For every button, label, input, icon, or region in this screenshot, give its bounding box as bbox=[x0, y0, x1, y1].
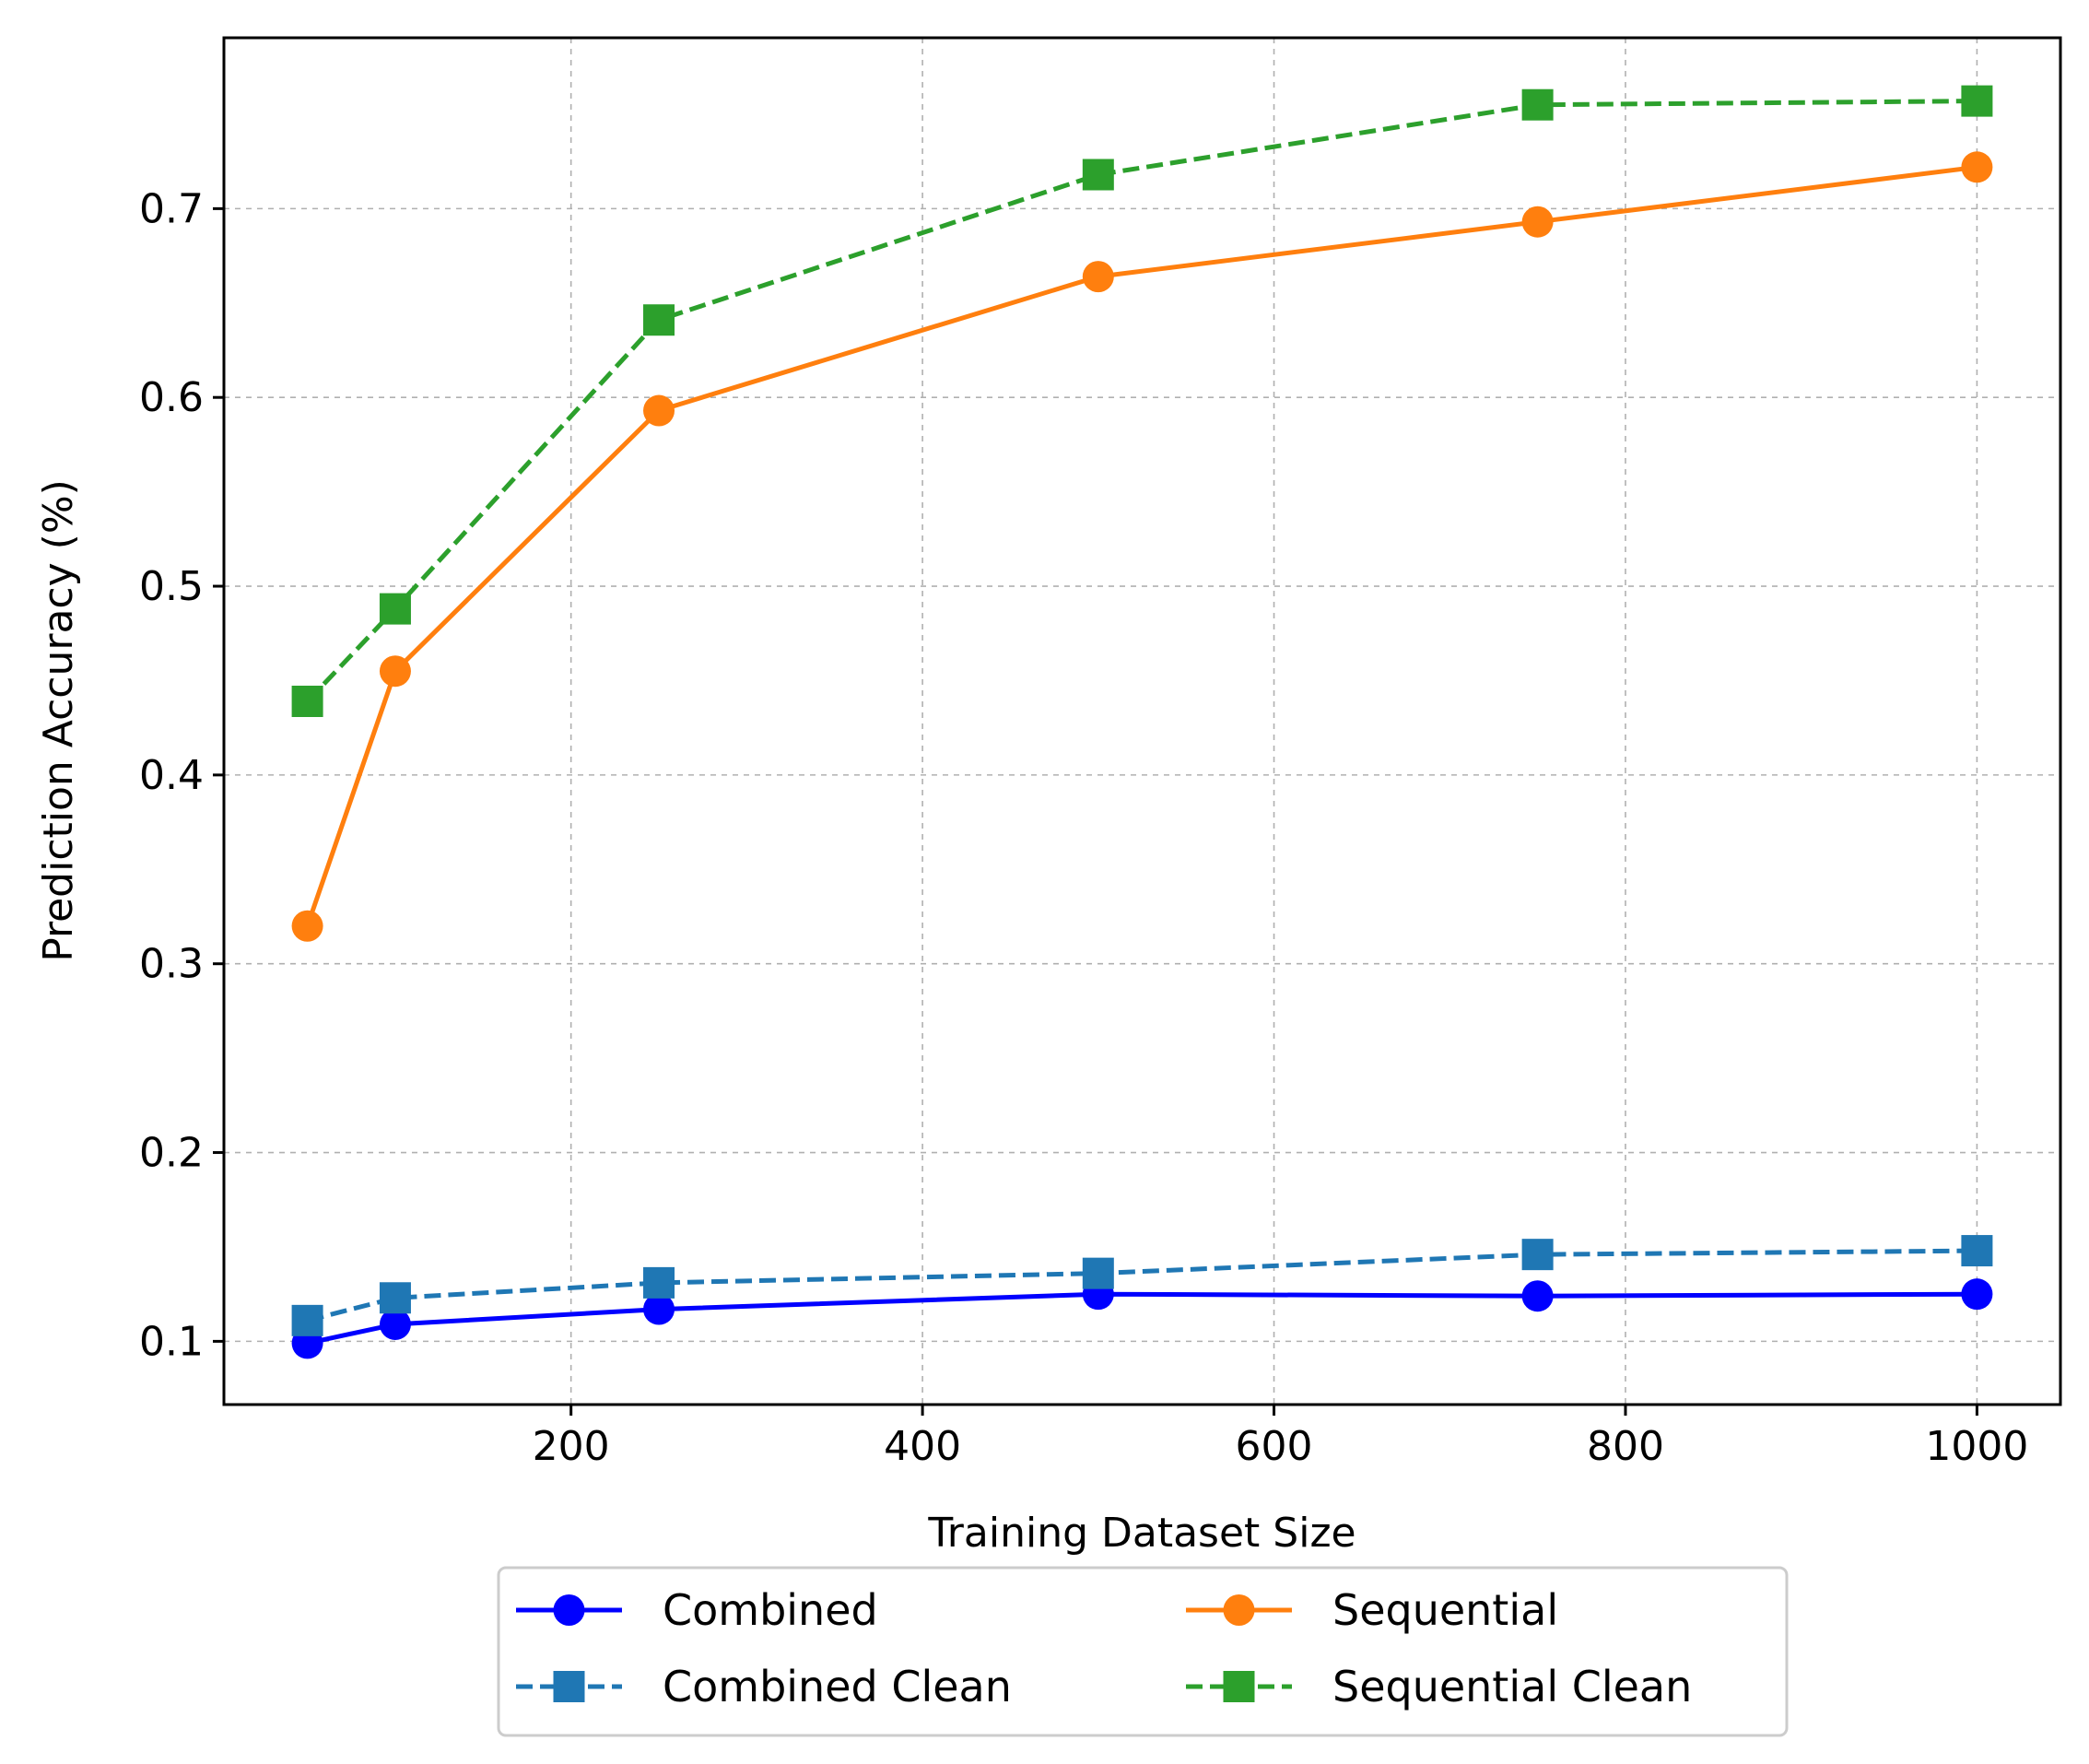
x-tick-label: 400 bbox=[884, 1423, 961, 1470]
data-point-sequential-clean bbox=[379, 593, 411, 625]
y-axis-label: Prediction Accuracy (%) bbox=[35, 479, 82, 962]
data-point-combined-clean bbox=[379, 1282, 411, 1314]
data-point-sequential bbox=[1521, 206, 1554, 238]
data-point-combined-clean bbox=[1082, 1257, 1114, 1289]
legend-label: Sequential bbox=[1332, 1585, 1558, 1635]
data-point-sequential bbox=[379, 655, 411, 688]
data-point-combined-clean bbox=[291, 1304, 323, 1336]
series-combined-clean bbox=[291, 1235, 1993, 1336]
legend-marker-swatch bbox=[1223, 1594, 1255, 1626]
data-point-combined-clean bbox=[1521, 1239, 1554, 1271]
data-point-sequential-clean bbox=[1082, 159, 1114, 191]
x-tick-label: 600 bbox=[1236, 1423, 1313, 1470]
legend-label: Combined Clean bbox=[663, 1662, 1012, 1711]
legend-marker-swatch bbox=[553, 1671, 585, 1702]
data-point-combined bbox=[1521, 1280, 1554, 1312]
y-tick-label: 0.1 bbox=[139, 1318, 204, 1365]
data-point-sequential-clean bbox=[1961, 85, 1993, 117]
data-point-sequential-clean bbox=[291, 685, 323, 717]
data-point-sequential bbox=[1961, 151, 1993, 183]
x-tick-label: 200 bbox=[533, 1423, 610, 1470]
data-point-combined bbox=[379, 1308, 411, 1340]
legend: Combined Combined Clean Sequential Sequenti… bbox=[497, 1566, 1789, 1737]
x-tick-label: 1000 bbox=[1925, 1423, 2028, 1470]
data-point-combined bbox=[1961, 1278, 1993, 1311]
data-point-combined-clean bbox=[643, 1266, 675, 1299]
data-point-sequential bbox=[291, 910, 323, 942]
legend-marker-swatch bbox=[553, 1594, 585, 1626]
y-tick-label: 0.2 bbox=[139, 1130, 204, 1177]
data-point-sequential bbox=[643, 394, 675, 427]
legend-entry-sequential: Sequential bbox=[1186, 1585, 1558, 1635]
y-tick-label: 0.5 bbox=[139, 563, 204, 610]
y-tick-label: 0.6 bbox=[139, 374, 204, 421]
series-layer bbox=[291, 85, 1993, 1359]
legend-entry-combined: Combined bbox=[516, 1585, 878, 1635]
data-point-sequential-clean bbox=[643, 304, 675, 336]
data-point-combined bbox=[643, 1293, 675, 1325]
y-tick-label: 0.4 bbox=[139, 752, 204, 799]
data-point-sequential-clean bbox=[1521, 88, 1554, 121]
legend-marker-swatch bbox=[1223, 1671, 1255, 1702]
legend-label: Combined bbox=[663, 1585, 878, 1635]
legend-entry-combined-clean: Combined Clean bbox=[516, 1662, 1012, 1711]
legend-entry-sequential-clean: Sequential Clean bbox=[1186, 1662, 1692, 1711]
x-axis-label: Training Dataset Size bbox=[927, 1510, 1356, 1557]
series-line-sequential bbox=[305, 164, 1978, 927]
legend-label: Sequential Clean bbox=[1332, 1662, 1692, 1711]
series-sequential-clean bbox=[291, 85, 1993, 717]
grid-lines bbox=[224, 38, 2060, 1405]
x-axis: 200 400 600 800 1000 bbox=[533, 1405, 2028, 1470]
data-point-combined-clean bbox=[1961, 1235, 1993, 1267]
x-tick-label: 800 bbox=[1587, 1423, 1664, 1470]
y-tick-label: 0.7 bbox=[139, 185, 204, 232]
plot-frame bbox=[222, 36, 2062, 1406]
y-tick-label: 0.3 bbox=[139, 941, 204, 988]
legend-frame bbox=[497, 1566, 1789, 1737]
y-axis: 0.1 0.2 0.3 0.4 0.5 0.6 0.7 bbox=[139, 185, 224, 1365]
data-point-sequential bbox=[1082, 261, 1114, 293]
series-sequential bbox=[291, 151, 1993, 942]
